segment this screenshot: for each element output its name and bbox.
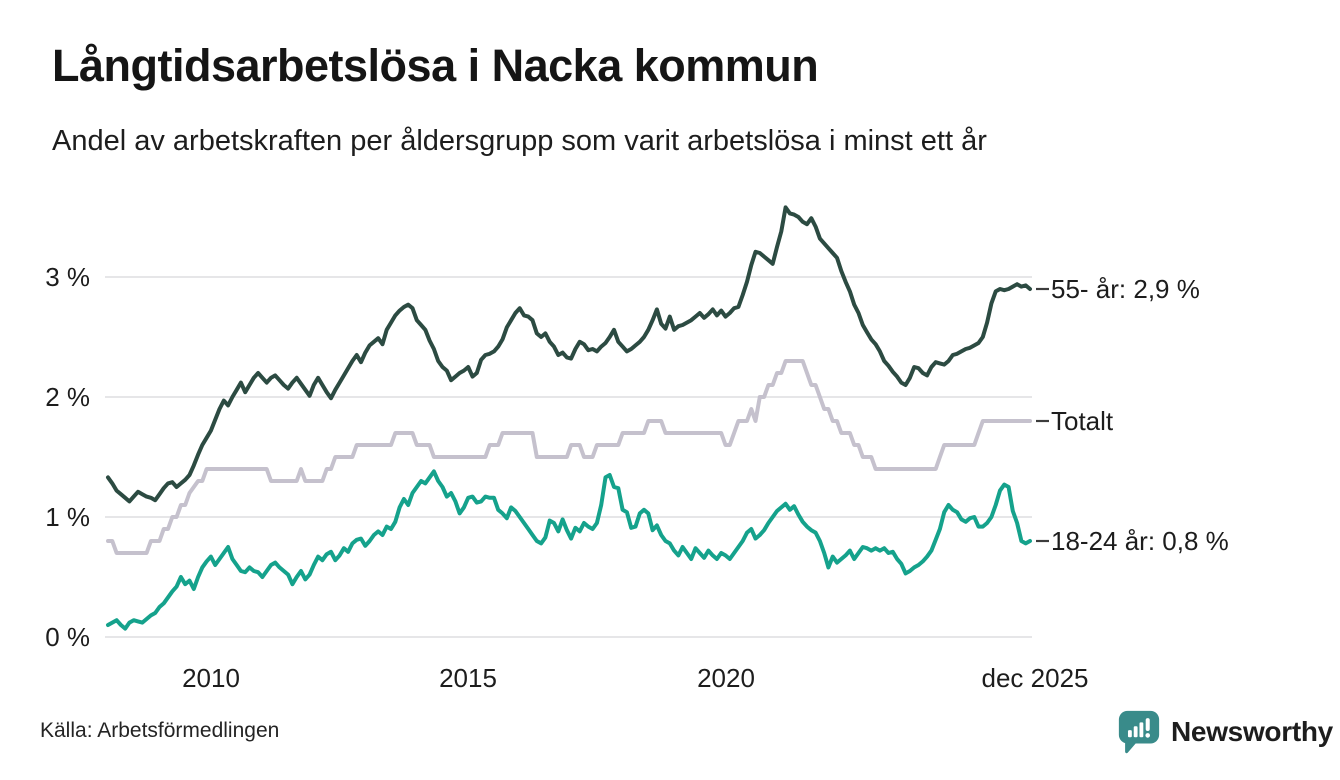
x-axis-tick-label: 2015 bbox=[439, 663, 497, 693]
chart-subtitle: Andel av arbetskraften per åldersgrupp s… bbox=[52, 125, 987, 157]
y-axis-tick-label: 3 % bbox=[45, 262, 90, 292]
newsworthy-icon bbox=[1116, 708, 1162, 755]
series-end-label-55-ar: 55- år: 2,9 % bbox=[1051, 274, 1200, 304]
chart-title: Långtidsarbetslösa i Nacka kommun bbox=[52, 40, 819, 91]
series-line-18-24 år bbox=[106, 469, 1032, 631]
newsworthy-logo[interactable]: Newsworthy bbox=[1116, 708, 1333, 755]
y-axis-tick-label: 2 % bbox=[45, 382, 90, 412]
x-axis-tick-label: dec 2025 bbox=[981, 663, 1089, 693]
x-axis-tick-label: 2010 bbox=[182, 663, 240, 693]
source-note: Källa: Arbetsförmedlingen bbox=[40, 719, 280, 742]
series-end-label-18-24-ar: 18-24 år: 0,8 % bbox=[1051, 526, 1229, 556]
series-end-label-totalt: Totalt bbox=[1051, 406, 1114, 436]
newsworthy-wordmark: Newsworthy bbox=[1171, 715, 1333, 747]
x-axis-tick-label: 2020 bbox=[697, 663, 755, 693]
series-line-Totalt bbox=[106, 359, 1032, 555]
y-axis-tick-label: 1 % bbox=[45, 502, 90, 532]
y-axis-tick-label: 0 % bbox=[45, 622, 90, 652]
series-line-55- år bbox=[106, 205, 1032, 504]
